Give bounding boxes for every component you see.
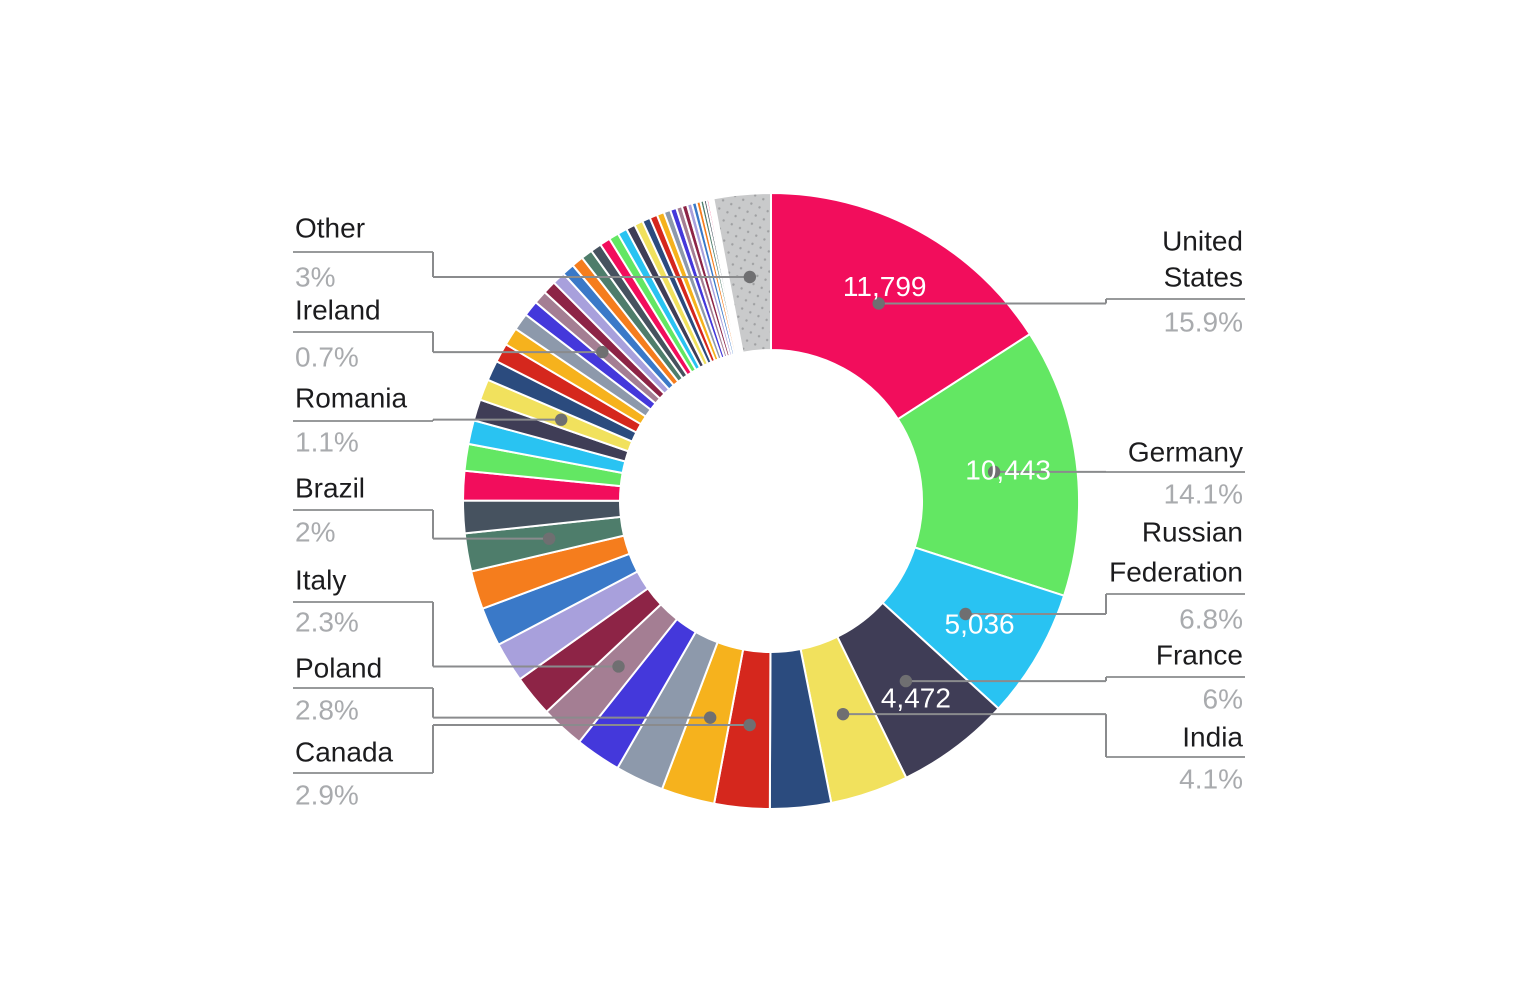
callout-name-ireland: Ireland: [295, 295, 381, 326]
callout-percent-ireland: 0.7%: [295, 342, 359, 373]
callout-dots: [542, 270, 1001, 732]
anchor-dot-russian-federation: [959, 607, 972, 621]
callout-name-brazil: Brazil: [295, 473, 365, 504]
callout-name-russian-federation: Russian: [1142, 517, 1243, 548]
callout-name-poland: Poland: [295, 653, 382, 684]
anchor-dot-india: [836, 707, 850, 721]
anchor-dot-italy: [612, 660, 625, 673]
callout-percent-brazil: 2%: [295, 517, 335, 548]
anchor-dot-romania: [555, 413, 568, 426]
slice-united-states[interactable]: [770, 191, 1032, 421]
slice-value-germany: 10,443: [965, 454, 1051, 485]
slice-value-france: 4,472: [881, 683, 951, 714]
callout-percent-france: 6%: [1203, 684, 1243, 715]
callout-labels: United States 15.9% Germany 14.1% Russian Fede…: [295, 213, 1243, 811]
callout-lines: [293, 251, 1245, 774]
callout-name-united-states: United: [1162, 226, 1243, 257]
callout-percent-canada: 2.9%: [295, 780, 359, 811]
callout-percent-other: 3%: [295, 262, 335, 293]
anchor-dot-france: [899, 674, 913, 688]
callout-percent-romania: 1.1%: [295, 427, 359, 458]
callout-name-other: Other: [295, 213, 365, 244]
callout-name-canada: Canada: [295, 737, 394, 768]
anchor-dot-other: [743, 270, 757, 284]
callout-name-romania: Romania: [295, 383, 407, 414]
callout-name-russian-federation: Federation: [1109, 557, 1243, 588]
callout-name-france: France: [1156, 640, 1243, 671]
callout-name-united-states: States: [1164, 262, 1243, 293]
callout-percent-italy: 2.3%: [295, 607, 359, 638]
callout-name-india: India: [1182, 722, 1243, 753]
donut-slices: [461, 191, 1080, 811]
callout-percent-russian-federation: 6.8%: [1179, 604, 1243, 635]
anchor-dot-germany: [987, 465, 1001, 479]
callout-name-italy: Italy: [295, 565, 346, 596]
anchor-dot-poland: [703, 711, 717, 724]
slice-value-russian-federation: 5,036: [945, 608, 1015, 639]
anchor-dot-ireland: [596, 345, 609, 359]
slice-other[interactable]: [712, 191, 772, 354]
callout-percent-india: 4.1%: [1179, 764, 1243, 795]
callout-percent-poland: 2.8%: [295, 695, 359, 726]
slice-value-united-states: 11,799: [843, 271, 927, 302]
anchor-dot-brazil: [542, 532, 556, 545]
anchor-dot-united-states: [872, 297, 885, 310]
callout-percent-united-states: 15.9%: [1164, 307, 1243, 338]
slice-germany[interactable]: [896, 332, 1080, 597]
anchor-dot-canada: [743, 718, 756, 732]
callout-name-germany: Germany: [1128, 437, 1243, 468]
callout-percent-germany: 14.1%: [1164, 479, 1243, 510]
